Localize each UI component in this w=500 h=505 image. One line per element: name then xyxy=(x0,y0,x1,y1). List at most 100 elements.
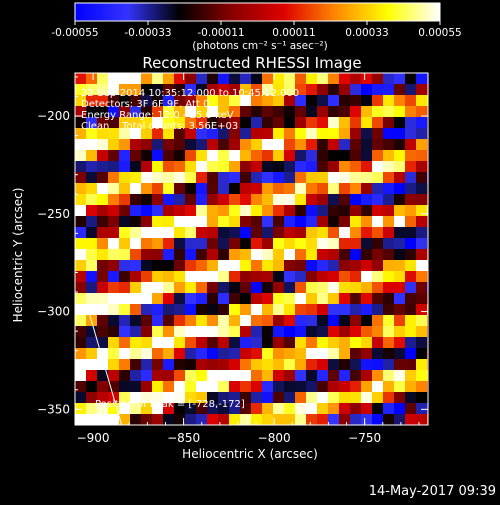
heatmap-cell xyxy=(306,348,317,359)
heatmap-cell xyxy=(152,128,163,139)
heatmap-cell xyxy=(163,271,174,282)
heatmap-cell xyxy=(218,216,229,227)
heatmap-cell xyxy=(372,84,383,95)
heatmap-cell xyxy=(108,150,119,161)
heatmap-cell xyxy=(108,84,119,95)
heatmap-cell xyxy=(372,150,383,161)
heatmap-cell xyxy=(306,117,317,128)
heatmap-cell xyxy=(240,370,251,381)
heatmap-cell xyxy=(427,348,428,359)
heatmap-cell xyxy=(185,271,196,282)
heatmap-cell xyxy=(185,183,196,194)
heatmap-cell xyxy=(174,106,185,117)
heatmap-cell xyxy=(427,194,428,205)
heatmap-cell xyxy=(108,128,119,139)
heatmap-cell xyxy=(339,183,350,194)
heatmap-cell xyxy=(383,216,394,227)
heatmap-cell xyxy=(339,238,350,249)
heatmap-cell xyxy=(361,282,372,293)
heatmap-cell xyxy=(119,183,130,194)
heatmap-cell xyxy=(273,326,284,337)
heatmap-cell xyxy=(97,183,108,194)
heatmap-cell xyxy=(427,84,428,95)
heatmap-cell xyxy=(394,95,405,106)
heatmap-cell xyxy=(86,139,97,150)
heatmap-cell xyxy=(163,139,174,150)
heatmap-cell xyxy=(427,216,428,227)
heatmap-cell xyxy=(240,271,251,282)
heatmap-cell xyxy=(361,84,372,95)
peak-position-annotation: Position of Peak = [-728,-172] xyxy=(95,399,245,410)
heatmap-cell xyxy=(273,260,284,271)
heatmap-cell xyxy=(196,271,207,282)
heatmap-cell xyxy=(130,359,141,370)
heatmap-cell xyxy=(295,403,306,414)
heatmap-cell xyxy=(251,271,262,282)
heatmap-cell xyxy=(328,348,339,359)
heatmap-cell xyxy=(328,304,339,315)
heatmap-cell xyxy=(273,205,284,216)
heatmap-cell xyxy=(427,403,428,414)
heatmap-cell xyxy=(97,84,108,95)
heatmap-cell xyxy=(108,194,119,205)
heatmap-cell xyxy=(196,161,207,172)
heatmap-cell xyxy=(284,172,295,183)
info-line-energy: Energy Range: 12.0 - 25.0 keV xyxy=(81,110,234,121)
heatmap-cell xyxy=(97,95,108,106)
heatmap-cell xyxy=(207,139,218,150)
heatmap-cell xyxy=(185,161,196,172)
heatmap-cell xyxy=(196,128,207,139)
heatmap-cell xyxy=(295,139,306,150)
heatmap-cell xyxy=(427,128,428,139)
heatmap-cell xyxy=(405,216,416,227)
heatmap-cell xyxy=(174,183,185,194)
heatmap-cell xyxy=(185,150,196,161)
heatmap-cell xyxy=(328,249,339,260)
heatmap-cell xyxy=(218,227,229,238)
heatmap-cell xyxy=(97,370,108,381)
heatmap-cell xyxy=(372,337,383,348)
heatmap-cell xyxy=(339,172,350,183)
colorbar-tick-label: -0.00011 xyxy=(197,27,244,39)
heatmap-cell xyxy=(141,216,152,227)
heatmap-cell xyxy=(218,381,229,392)
heatmap-cell xyxy=(196,293,207,304)
heatmap-cell xyxy=(141,150,152,161)
heatmap-cell xyxy=(108,304,119,315)
heatmap-cell xyxy=(394,249,405,260)
heatmap-cell xyxy=(218,271,229,282)
heatmap-cell xyxy=(350,348,361,359)
heatmap-cell xyxy=(240,84,251,95)
heatmap-cell xyxy=(328,403,339,414)
heatmap-cell xyxy=(317,381,328,392)
heatmap-cell xyxy=(284,183,295,194)
heatmap-cell xyxy=(152,293,163,304)
heatmap-cell xyxy=(427,73,428,84)
heatmap-cell xyxy=(284,139,295,150)
heatmap-cell xyxy=(427,326,428,337)
heatmap-cell xyxy=(262,128,273,139)
heatmap-cell xyxy=(97,326,108,337)
heatmap-cell xyxy=(350,95,361,106)
heatmap-cell xyxy=(328,161,339,172)
heatmap-cell xyxy=(328,128,339,139)
heatmap-cell xyxy=(251,150,262,161)
heatmap-cell xyxy=(119,73,130,84)
heatmap-cell xyxy=(185,282,196,293)
heatmap-cell xyxy=(306,370,317,381)
heatmap-cell xyxy=(86,106,97,117)
heatmap-cell xyxy=(383,172,394,183)
heatmap-cell xyxy=(405,304,416,315)
heatmap-cell xyxy=(427,238,428,249)
heatmap-cell xyxy=(229,227,240,238)
heatmap-cell xyxy=(372,117,383,128)
heatmap-cell xyxy=(295,205,306,216)
heatmap-cell xyxy=(218,414,229,425)
heatmap-cell xyxy=(240,293,251,304)
heatmap-cell xyxy=(207,381,218,392)
heatmap-cell xyxy=(207,73,218,84)
heatmap-cell xyxy=(251,117,262,128)
heatmap-cell xyxy=(427,205,428,216)
heatmap-cell xyxy=(361,249,372,260)
heatmap-cell xyxy=(383,414,394,425)
